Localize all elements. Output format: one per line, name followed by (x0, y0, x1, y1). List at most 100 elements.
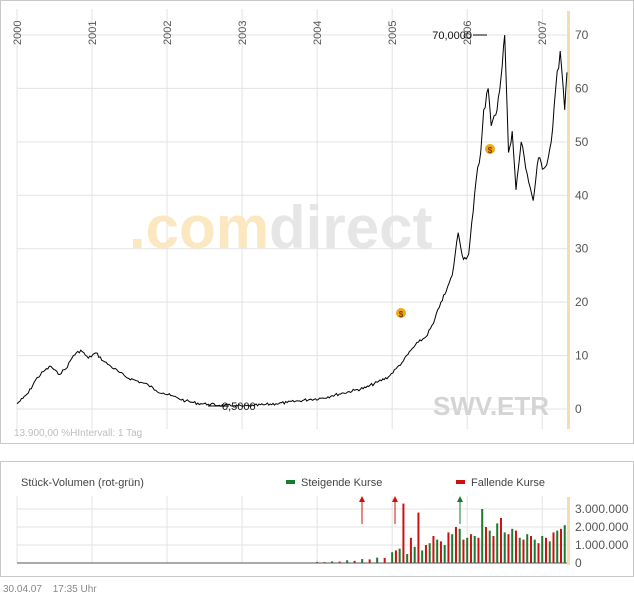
volume-bar (424, 545, 427, 563)
volume-bar (376, 557, 379, 563)
volume-bar (443, 545, 446, 563)
volume-bar (466, 537, 469, 563)
volume-bar (477, 537, 480, 563)
year-label: 2004 (312, 21, 324, 45)
year-label: 2002 (162, 21, 174, 45)
legend-rising-swatch (286, 480, 295, 484)
volume-bar (409, 537, 412, 563)
watermark-direct: direct (269, 194, 432, 261)
price-line (16, 34, 568, 408)
volume-bar (361, 559, 364, 563)
footer-time: 17:35 Uhr (52, 584, 97, 595)
volume-bar (454, 527, 457, 563)
volume-title: Stück-Volumen (rot-grün) (21, 477, 144, 489)
volume-bar (518, 537, 521, 563)
volume-chart-svg: Stück-Volumen (rot-grün) Steigende Kurse… (16, 477, 629, 570)
volume-bar (391, 552, 394, 563)
volume-bar (439, 541, 442, 563)
volume-grid (16, 496, 567, 564)
year-label: 2006 (462, 21, 474, 45)
year-label: 2000 (12, 21, 24, 45)
dividend-icon[interactable]: $ (396, 308, 406, 319)
volume-bar (383, 557, 386, 563)
watermark-brand: .comdirect (129, 194, 432, 261)
y-tick-label: 30 (575, 242, 589, 256)
volume-bar (436, 539, 439, 563)
volume-bar (331, 561, 334, 563)
volume-bar (353, 560, 356, 563)
price-chart-end-accent (567, 11, 570, 429)
volume-bar (503, 532, 506, 563)
year-label: 2001 (87, 21, 99, 45)
y-tick-label: 50 (575, 135, 589, 149)
volume-bar (338, 561, 341, 563)
dividend-icon[interactable]: $ (485, 144, 495, 155)
volume-bar (533, 539, 536, 563)
legend-falling-swatch (456, 480, 465, 484)
watermark-dot: . (129, 194, 146, 261)
watermark-com: com (146, 194, 269, 261)
volume-bar (368, 559, 371, 563)
volume-bar (537, 543, 540, 563)
year-label: 2005 (387, 21, 399, 45)
legend-falling-label: Fallende Kurse (471, 477, 545, 489)
volume-bar (447, 532, 450, 563)
volume-tick-label: 1.000.000 (575, 538, 629, 552)
volume-bar (417, 512, 420, 563)
volume-bar (346, 560, 349, 563)
min-marker-label: 0,5000 (222, 401, 256, 413)
interval-info: 13.900,00 %HIntervall: 1 Tag (14, 428, 142, 439)
volume-bar (428, 543, 431, 563)
volume-y-tick-labels: 0 1.000.000 2.000.000 3.000.000 (575, 502, 629, 570)
volume-bar (462, 539, 465, 563)
footer: 30.04.07 17:35 Uhr (3, 584, 105, 595)
y-tick-label: 40 (575, 188, 589, 202)
volume-bar (496, 523, 499, 563)
volume-bar (556, 530, 559, 563)
price-chart-panel: .comdirect 2000 2001 2002 2003 2004 2005 2006 2… (0, 0, 634, 444)
volume-bar (406, 554, 409, 563)
volume-bar (394, 550, 397, 563)
year-label: 2007 (537, 21, 549, 45)
volume-bar (499, 518, 502, 563)
max-marker-label: 70,0000 (432, 30, 472, 42)
volume-bar (488, 530, 491, 563)
volume-bar (451, 534, 454, 563)
year-label: 2003 (237, 21, 249, 45)
volume-tick-label: 0 (575, 556, 582, 570)
volume-bar (492, 536, 495, 563)
volume-bar (511, 528, 514, 563)
volume-bar (398, 548, 401, 563)
year-axis-labels: 2000 2001 2002 2003 2004 2005 2006 2007 (12, 21, 549, 45)
price-chart-svg: .comdirect 2000 2001 2002 2003 2004 2005 2006 2… (12, 9, 589, 439)
volume-bar (541, 536, 544, 563)
volume-bar (421, 550, 424, 563)
volume-bars (17, 503, 567, 564)
y-tick-label: 10 (575, 349, 589, 363)
y-tick-label: 70 (575, 28, 589, 42)
symbol-watermark: SWV.ETR (433, 391, 549, 421)
volume-overflow-arrows (359, 496, 463, 524)
volume-bar (469, 534, 472, 563)
volume-bar (484, 527, 487, 563)
volume-bar (526, 534, 529, 563)
volume-tick-label: 3.000.000 (575, 502, 629, 516)
volume-bar (481, 509, 484, 563)
svg-text:$: $ (399, 310, 404, 319)
volume-bar (473, 536, 476, 563)
volume-bar (432, 536, 435, 563)
svg-text:$: $ (488, 146, 493, 155)
volume-bar (402, 503, 405, 563)
y-axis-tick-labels: 0 10 20 30 40 50 60 70 (575, 28, 589, 416)
volume-chart-panel: Stück-Volumen (rot-grün) Steigende Kurse… (0, 461, 634, 577)
footer-date: 30.04.07 (3, 584, 42, 595)
y-tick-label: 0 (575, 402, 582, 416)
volume-bar (559, 528, 562, 563)
y-tick-label: 60 (575, 81, 589, 95)
volume-bar (514, 530, 517, 563)
volume-bar (563, 525, 566, 563)
volume-bar (544, 537, 547, 563)
volume-tick-label: 2.000.000 (575, 520, 629, 534)
volume-bar (548, 541, 551, 563)
volume-bar (458, 528, 461, 563)
